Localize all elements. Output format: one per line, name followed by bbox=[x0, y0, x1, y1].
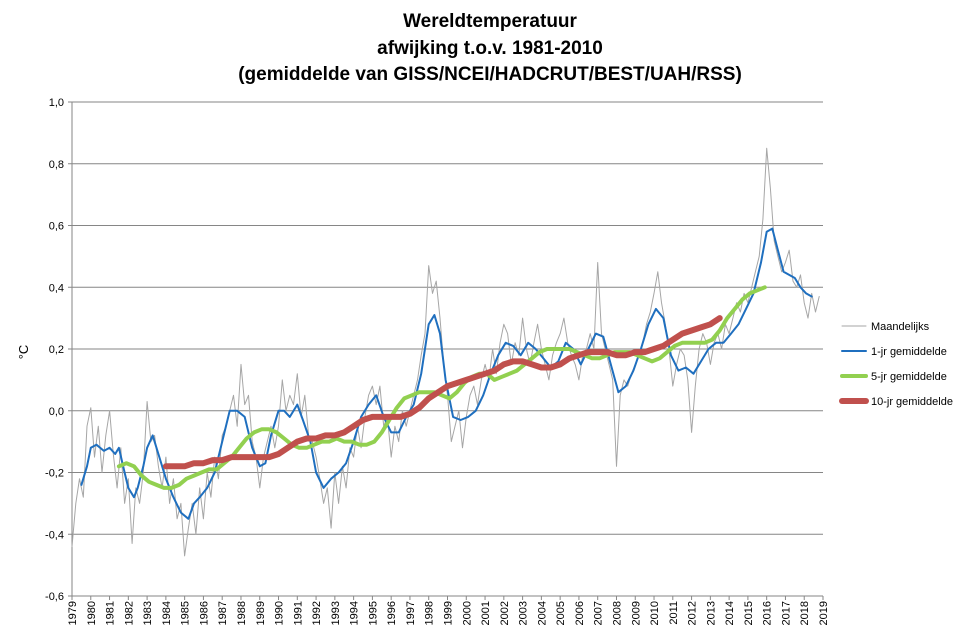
x-tick-label: 2009 bbox=[630, 601, 642, 625]
x-tick-label: 1986 bbox=[198, 601, 210, 625]
x-tick-label: 1989 bbox=[255, 601, 267, 625]
x-tick-label: 1981 bbox=[105, 601, 117, 625]
y-tick-label: 0,8 bbox=[49, 159, 64, 171]
series-line-4 bbox=[162, 315, 723, 470]
legend-entry: 10-jr gemiddelde bbox=[871, 396, 953, 408]
x-tick-label: 1993 bbox=[330, 601, 342, 625]
x-tick-label: 2013 bbox=[705, 601, 717, 625]
x-tick-label: 2007 bbox=[593, 601, 605, 625]
x-tick-label: 2004 bbox=[536, 601, 548, 625]
y-tick-label: -0,2 bbox=[45, 468, 64, 480]
y-tick-label: 1,0 bbox=[49, 97, 64, 109]
x-tick-label: 2011 bbox=[668, 601, 680, 625]
y-tick-label: 0,4 bbox=[49, 282, 64, 294]
y-tick-label: -0,4 bbox=[45, 529, 64, 541]
x-tick-label: 2006 bbox=[574, 601, 586, 625]
x-tick-label: 1980 bbox=[86, 601, 98, 625]
x-tick-label: 1994 bbox=[349, 601, 361, 625]
y-tick-label: 0,6 bbox=[49, 221, 64, 233]
x-tick-label: 2014 bbox=[724, 601, 736, 625]
legend: Maandelijks 1-jr gemiddelde 5-jr gemiddeld… bbox=[839, 321, 953, 408]
x-tick-label: 2010 bbox=[649, 601, 661, 625]
x-tick-label: 2018 bbox=[799, 601, 811, 625]
y-tick-label: 0,2 bbox=[49, 344, 64, 356]
gridlines bbox=[72, 101, 823, 597]
x-tick-label: 2001 bbox=[480, 601, 492, 625]
x-tick-label: 1985 bbox=[180, 601, 192, 625]
y-tick-label: -0,6 bbox=[45, 591, 64, 603]
x-tick-label: 2012 bbox=[687, 601, 699, 625]
x-tick-label: 1997 bbox=[405, 601, 417, 625]
x-tick-label: 2015 bbox=[743, 601, 755, 625]
x-tick-label: 2005 bbox=[555, 601, 567, 625]
x-tick-label: 2002 bbox=[499, 601, 511, 625]
x-tick-label: 1998 bbox=[424, 601, 436, 625]
x-tick-label: 1988 bbox=[236, 601, 248, 625]
x-tick-label: 1990 bbox=[274, 601, 286, 625]
legend-entry: Maandelijks bbox=[871, 321, 930, 333]
y-axis-label: °C bbox=[16, 345, 31, 360]
x-tick-label: 1983 bbox=[142, 601, 154, 625]
x-tick-label: 1987 bbox=[217, 601, 229, 625]
legend-entry: 5-jr gemiddelde bbox=[871, 371, 947, 383]
x-tick-label: 2019 bbox=[818, 601, 830, 625]
x-tick-label: 1984 bbox=[161, 601, 173, 625]
x-tick-label: 1992 bbox=[311, 601, 323, 625]
x-tick-label: 2008 bbox=[611, 601, 623, 625]
x-tick-label: 1996 bbox=[386, 601, 398, 625]
title-line-1: Wereldtemperatuur bbox=[403, 11, 577, 32]
x-tick-label: 2016 bbox=[762, 601, 774, 625]
series-lines bbox=[71, 147, 820, 557]
series-line-2 bbox=[80, 227, 813, 520]
x-tick-label: 1999 bbox=[443, 601, 455, 625]
x-tick-label: 2003 bbox=[518, 601, 530, 625]
x-tick-label: 2000 bbox=[461, 601, 473, 625]
title-line-3: (gemiddelde van GISS/NCEI/HADCRUT/BEST/U… bbox=[238, 64, 742, 85]
x-tick-label: 1995 bbox=[367, 601, 379, 625]
title-line-2: afwijking t.o.v. 1981-2010 bbox=[377, 38, 603, 59]
x-tick-label: 1982 bbox=[123, 601, 135, 625]
axes: -0,6 -0,4 -0,2 0,0 0,2 0,4 0,6 0,8 1,0 1979 1980 19… bbox=[45, 97, 830, 625]
x-tick-label: 2017 bbox=[780, 601, 792, 625]
x-tick-label: 1991 bbox=[292, 601, 304, 625]
legend-entry: 1-jr gemiddelde bbox=[871, 346, 947, 358]
y-tick-label: 0,0 bbox=[49, 406, 64, 418]
x-tick-label: 1979 bbox=[67, 601, 79, 625]
chart-title: Wereldtemperatuur afwijking t.o.v. 1981-… bbox=[238, 11, 742, 85]
